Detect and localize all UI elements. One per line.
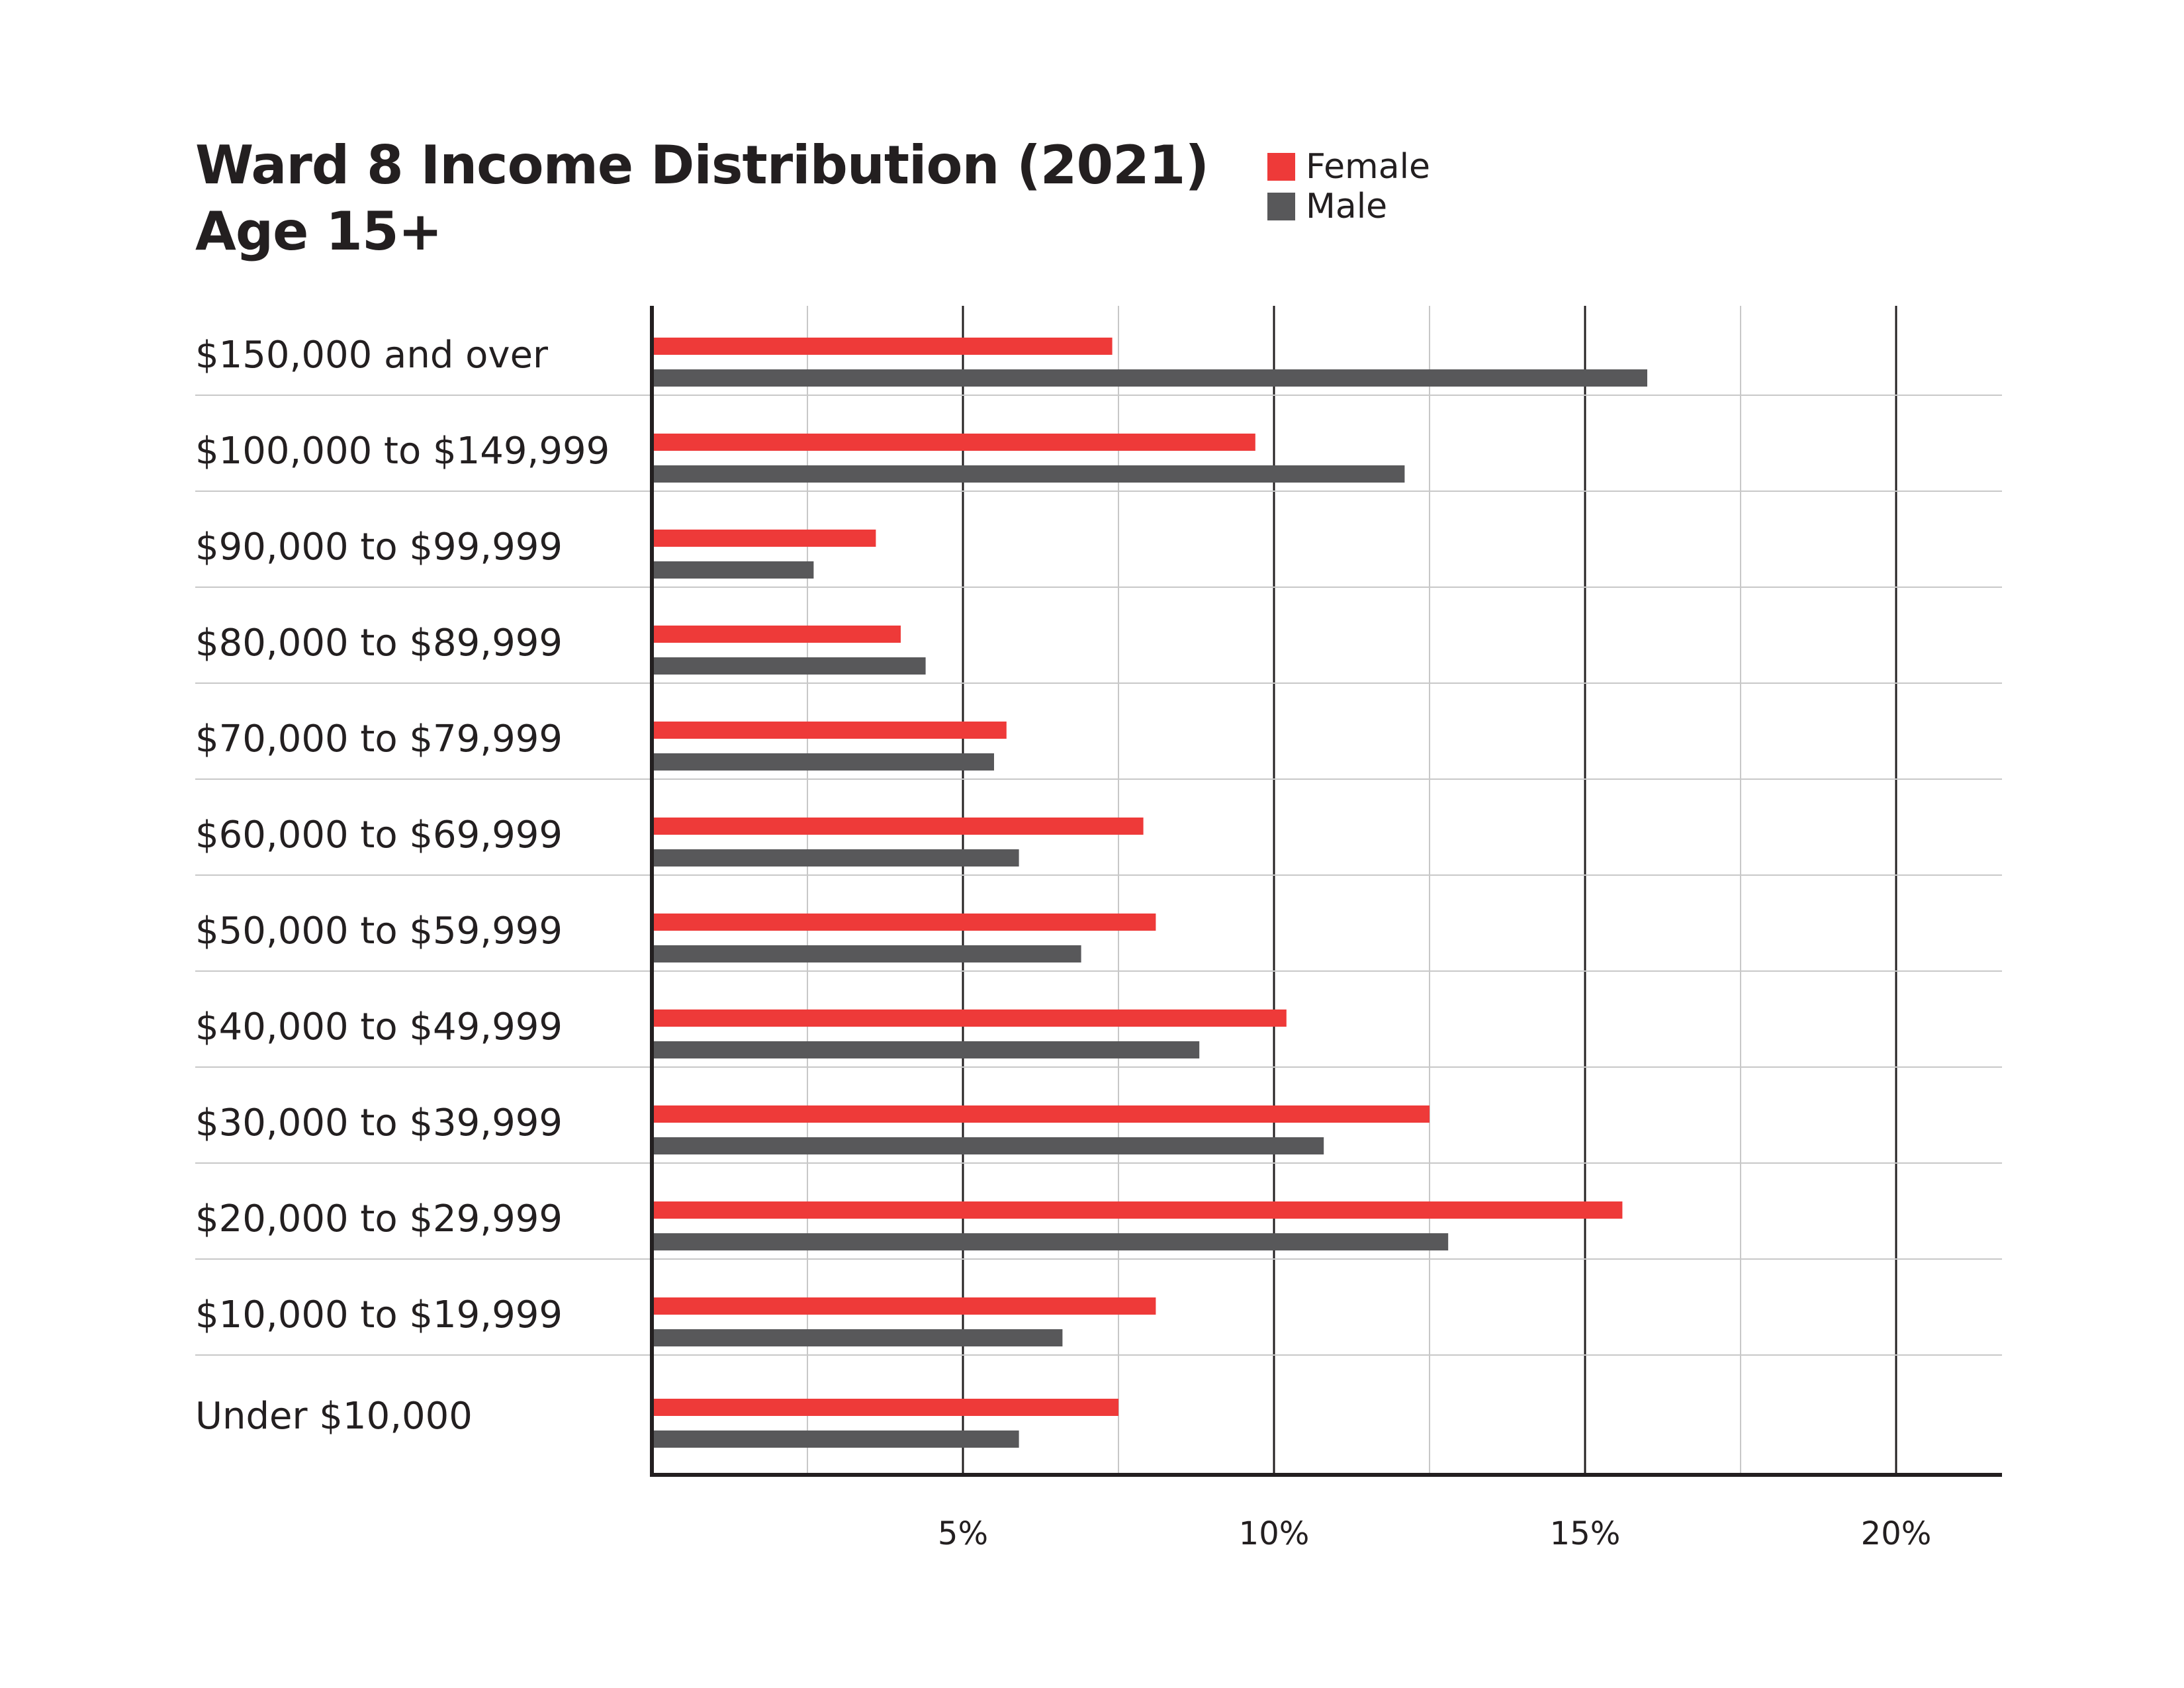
x-tick-label: 10% [1239,1515,1310,1552]
bar-male [652,465,1405,483]
bar-female [652,722,1007,739]
category-label: $80,000 to $89,999 [195,622,563,665]
category-label: $100,000 to $149,999 [195,430,610,473]
bar-male [652,1137,1324,1154]
bar-male [652,849,1019,867]
category-label: $10,000 to $19,999 [195,1293,563,1336]
bar-female [652,818,1144,835]
legend-label-female: Female [1306,147,1431,187]
bar-male [652,369,1647,387]
chart-title-block: Ward 8 Income Distribution (2021) Age 15… [195,132,1209,265]
bar-male [652,1041,1200,1058]
bar-male [652,945,1081,962]
bar-female [652,434,1255,451]
bar-female [652,914,1156,931]
category-label: $60,000 to $69,999 [195,814,563,857]
x-tick-label: 15% [1550,1515,1621,1552]
legend-label-male: Male [1306,187,1388,226]
bar-female [652,1297,1156,1315]
category-label: $30,000 to $39,999 [195,1102,563,1145]
chart-title: Ward 8 Income Distribution (2021) [195,134,1209,196]
bar-male [652,753,994,771]
category-label: $40,000 to $49,999 [195,1006,563,1049]
legend-swatch-female [1267,153,1295,181]
x-tick-label: 20% [1861,1515,1932,1552]
bar-male [652,1233,1449,1250]
category-label: $90,000 to $99,999 [195,526,563,569]
chart-legend: Female Male [1267,147,1430,226]
bar-male [652,1329,1063,1346]
legend-item-female: Female [1267,147,1430,187]
bar-female [652,1009,1287,1027]
x-tick-label: 5% [938,1515,988,1552]
category-label: $150,000 and over [195,334,549,377]
bar-male [652,1430,1019,1448]
bar-male [652,657,926,675]
legend-swatch-male [1267,193,1295,220]
category-label: Under $10,000 [195,1395,473,1438]
bar-female [652,338,1113,355]
chart-subtitle: Age 15+ [195,201,443,262]
legend-item-male: Male [1267,187,1430,226]
category-label: $20,000 to $29,999 [195,1197,563,1241]
category-label: $70,000 to $79,999 [195,718,563,761]
bar-male [652,561,814,579]
category-label: $50,000 to $59,999 [195,910,563,953]
bar-female [652,1105,1430,1123]
bar-female [652,1399,1118,1416]
bar-female [652,1201,1623,1219]
bar-female [652,530,876,547]
bar-female [652,626,901,643]
